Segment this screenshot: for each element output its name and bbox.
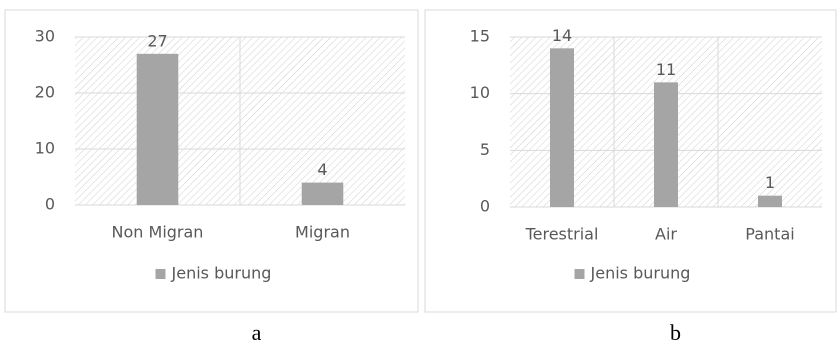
x-tick-label: Migran — [295, 223, 350, 242]
caption: b — [670, 320, 681, 345]
x-tick-label: Pantai — [745, 225, 794, 244]
y-tick-label: 30 — [35, 27, 55, 46]
x-tick-label: Air — [655, 225, 677, 244]
y-tick-label: 10 — [35, 139, 55, 158]
y-tick-label: 0 — [45, 195, 55, 214]
y-tick-label: 15 — [470, 27, 490, 46]
x-tick-label: Terestrial — [525, 225, 599, 244]
bar — [549, 48, 575, 208]
data-label: 4 — [317, 160, 327, 179]
data-label: 27 — [147, 31, 167, 50]
y-tick-label: 5 — [480, 140, 490, 159]
bar — [301, 182, 344, 205]
bar — [136, 53, 179, 205]
y-tick-label: 20 — [35, 83, 55, 102]
x-tick-label: Non Migran — [112, 223, 204, 242]
data-label: 1 — [765, 173, 775, 192]
legend-label: Jenis burung — [590, 264, 691, 283]
legend-swatch — [574, 269, 585, 279]
legend-swatch — [155, 269, 166, 279]
y-tick-label: 10 — [470, 83, 490, 102]
bar — [757, 195, 783, 207]
data-label: 14 — [552, 26, 572, 45]
bar — [653, 82, 679, 207]
legend-label: Jenis burung — [171, 264, 272, 283]
y-tick-label: 0 — [480, 197, 490, 216]
data-label: 11 — [656, 60, 676, 79]
caption: a — [252, 320, 262, 345]
